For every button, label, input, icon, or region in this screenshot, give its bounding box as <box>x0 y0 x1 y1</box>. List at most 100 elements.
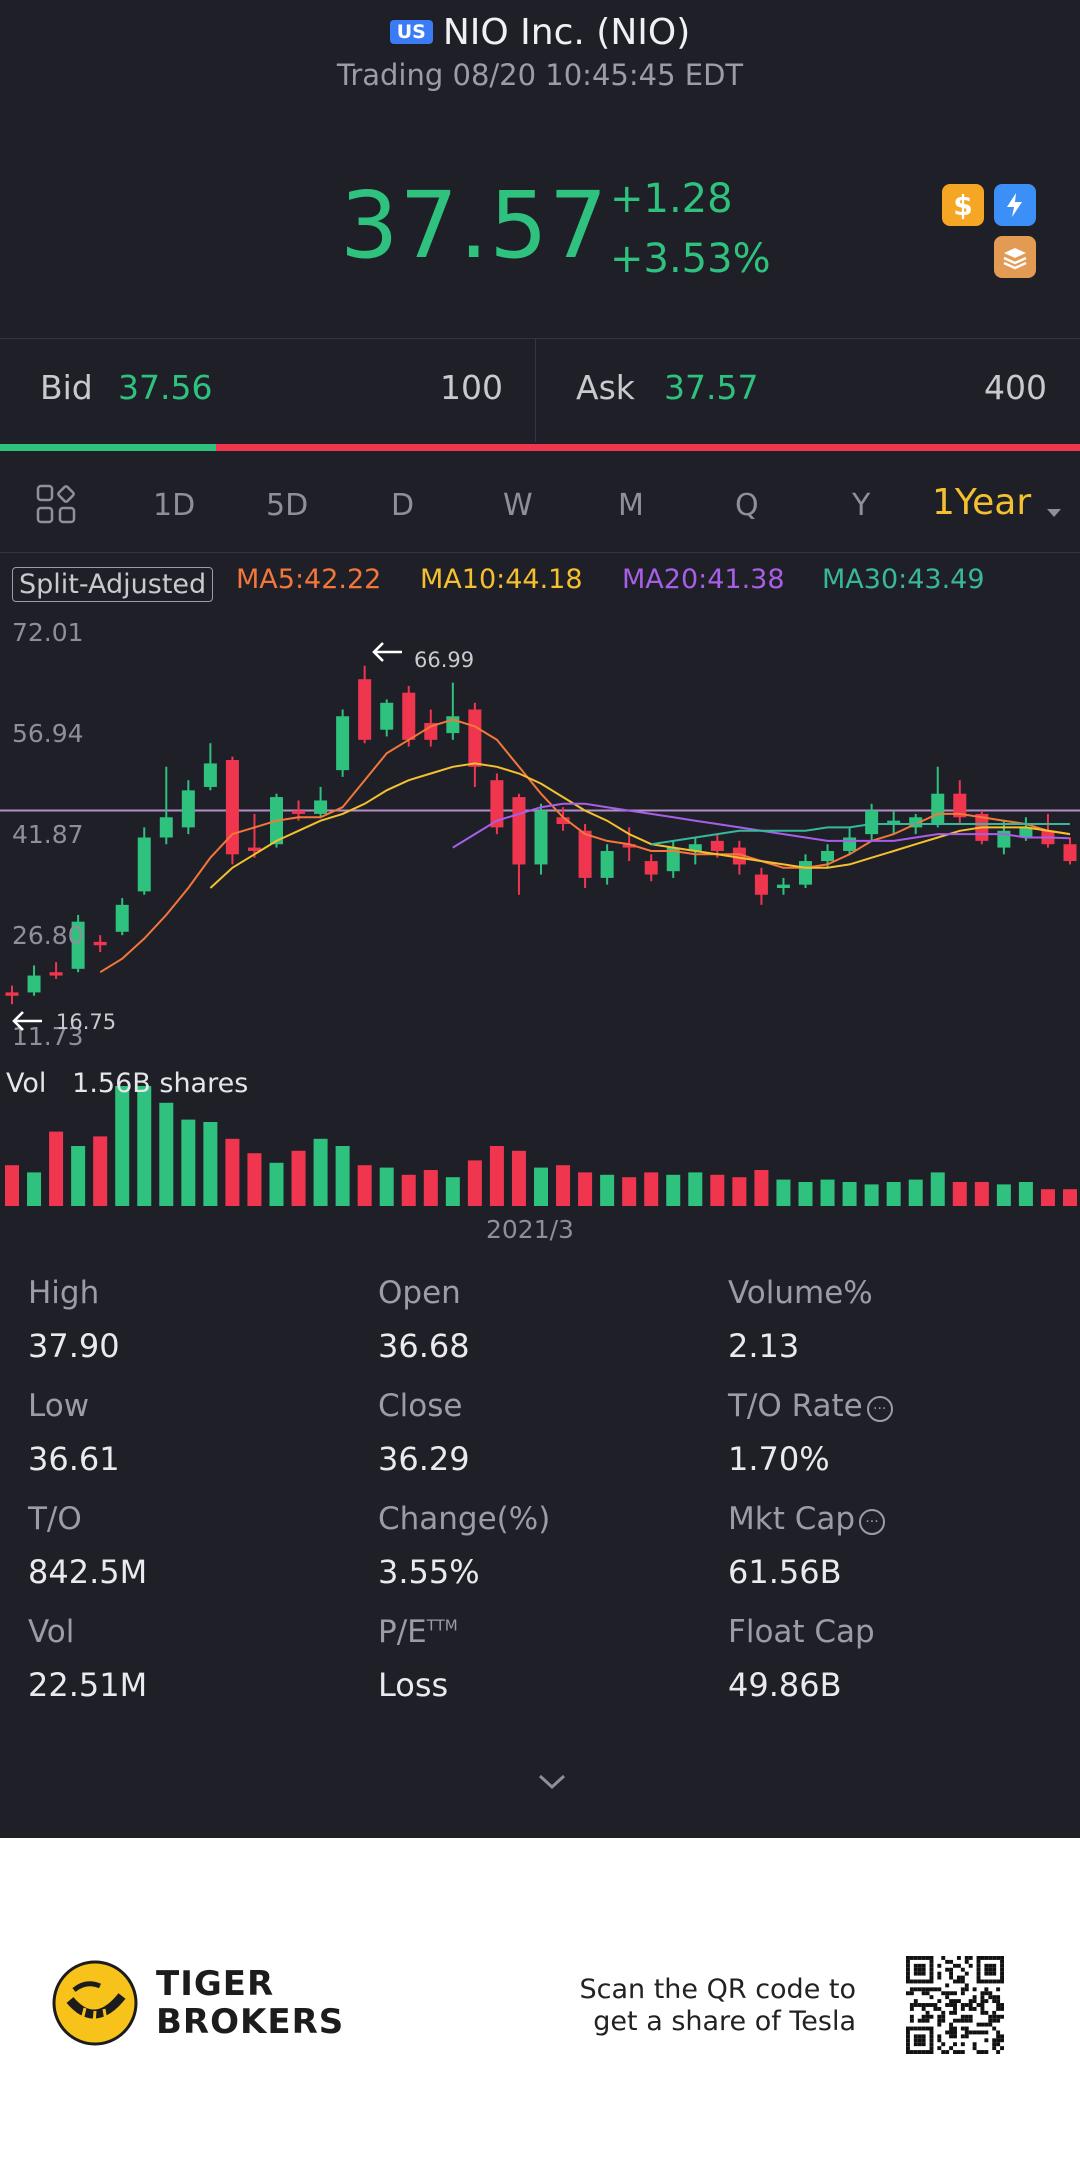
candle-body <box>887 820 901 825</box>
stat-value: 22.51M <box>28 1666 148 1704</box>
promo-text: Scan the QR code to <box>579 1974 856 2005</box>
candle-body <box>931 793 945 825</box>
price-change: +1.28 <box>610 176 733 222</box>
candle-body <box>115 904 129 932</box>
stat-value: Loss <box>378 1666 449 1704</box>
stat-label-text: Mkt Cap <box>728 1501 856 1537</box>
stat-label: Volume% <box>728 1275 873 1311</box>
tab-d[interactable]: D <box>391 488 415 523</box>
stat-label-text: Volume% <box>728 1275 873 1311</box>
promo-footer: TIGER BROKERS Scan the QR code to get a … <box>0 1838 1080 2172</box>
stat-value: 36.61 <box>28 1440 120 1478</box>
flash-icon[interactable] <box>994 184 1036 226</box>
candle-body <box>380 702 394 730</box>
stack-icon[interactable] <box>994 236 1036 278</box>
tab-m[interactable]: M <box>618 488 644 523</box>
tab-y[interactable]: Y <box>852 488 871 523</box>
ask-size: 400 <box>984 368 1047 407</box>
volume-bar <box>534 1167 548 1206</box>
candle-body <box>754 874 768 895</box>
candle-body <box>843 837 857 851</box>
candle-body <box>358 679 372 740</box>
qr-code[interactable] <box>906 1956 1004 2054</box>
bid-price[interactable]: 37.56 <box>118 368 213 407</box>
volume-bar <box>952 1182 967 1206</box>
tab-w[interactable]: W <box>503 488 533 523</box>
dollar-icon[interactable]: $ <box>942 184 984 226</box>
volume-bar <box>511 1150 526 1206</box>
stat-label: Mkt Cap ··· <box>728 1501 886 1537</box>
volume-bar <box>974 1182 989 1206</box>
tab-5d[interactable]: 5D <box>266 488 309 523</box>
stat-label: High <box>28 1275 99 1311</box>
stat-label: Close <box>378 1388 462 1424</box>
ask-label: Ask <box>576 368 635 407</box>
stat-label: Open <box>378 1275 461 1311</box>
volume-bar <box>269 1162 284 1206</box>
volume-bar <box>313 1138 328 1206</box>
split-adjusted-toggle[interactable]: Split-Adjusted <box>12 567 214 602</box>
stat-label-text: High <box>28 1275 100 1311</box>
tab-q[interactable]: Q <box>735 488 759 523</box>
tiger-logo-icon <box>52 1960 138 2050</box>
volume-bar <box>203 1122 218 1206</box>
stat-label: P/ETTM <box>378 1614 458 1650</box>
stat-label: Low <box>28 1388 89 1424</box>
volume-bar <box>357 1165 372 1206</box>
bid-ratio-bar <box>0 444 216 451</box>
chevron-down-icon[interactable] <box>1046 504 1062 523</box>
last-price: 37.57 <box>340 172 609 279</box>
stat-label-text: Change(%) <box>378 1501 551 1537</box>
stat-label: T/O Rate ··· <box>728 1388 893 1424</box>
candle-body <box>644 861 658 875</box>
candle-body <box>534 810 548 865</box>
volume-bar <box>864 1184 879 1206</box>
candle-body <box>865 810 879 835</box>
volume-bar <box>930 1172 945 1206</box>
y-tick-label: 41.87 <box>12 820 84 849</box>
stat-value: 49.86B <box>728 1666 842 1704</box>
bid-size: 100 <box>440 368 503 407</box>
info-icon[interactable]: ··· <box>859 1509 886 1535</box>
price-change-percent: +3.53% <box>610 236 771 282</box>
candle-body <box>49 972 63 976</box>
tab-1year[interactable]: 1Year <box>932 482 1032 523</box>
candle-body <box>799 861 812 885</box>
volume-bar <box>754 1170 769 1206</box>
stat-label-text: Low <box>28 1388 90 1424</box>
stat-label-text: Close <box>378 1388 463 1424</box>
volume-bar <box>556 1165 571 1206</box>
grid-menu-icon[interactable] <box>36 484 76 528</box>
candle-body <box>181 790 195 828</box>
volume-bar <box>996 1184 1011 1206</box>
candle-body <box>336 716 350 771</box>
candlestick-chart[interactable] <box>0 600 1080 1240</box>
stat-label: Vol <box>28 1614 74 1650</box>
tab-1d[interactable]: 1D <box>153 488 196 523</box>
volume-bar <box>71 1146 86 1206</box>
stat-value: 3.55% <box>378 1553 480 1591</box>
volume-bar <box>49 1131 64 1206</box>
volume-bar <box>93 1136 108 1206</box>
stat-value: 1.70% <box>728 1440 830 1478</box>
candle-body <box>5 992 19 996</box>
chevron-down-icon[interactable] <box>536 1772 568 1796</box>
ask-price[interactable]: 37.57 <box>664 368 759 407</box>
volume-bar <box>423 1170 438 1206</box>
volume-bar <box>688 1172 703 1206</box>
volume-bar <box>776 1179 791 1206</box>
stat-label-text: Float Cap <box>728 1614 875 1650</box>
candle-body <box>292 810 306 814</box>
info-icon[interactable]: ··· <box>866 1396 893 1422</box>
volume-bar <box>842 1182 857 1206</box>
candle-body <box>710 840 724 851</box>
arrow-left-icon <box>10 1009 44 1037</box>
arrow-left-icon <box>370 640 404 668</box>
candle-body <box>490 780 504 828</box>
volume-bar <box>137 1086 152 1206</box>
low-annotation: 16.75 <box>56 1010 117 1034</box>
stat-label-text: T/O <box>28 1501 82 1537</box>
stat-value: 36.68 <box>378 1327 470 1365</box>
stat-label: Change(%) <box>378 1501 550 1537</box>
candle-body <box>225 760 239 855</box>
